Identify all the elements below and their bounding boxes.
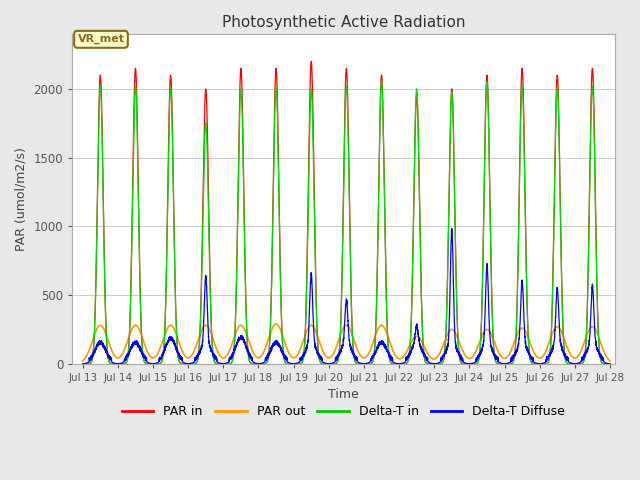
Y-axis label: PAR (umol/m2/s): PAR (umol/m2/s) <box>15 147 28 251</box>
Title: Photosynthetic Active Radiation: Photosynthetic Active Radiation <box>222 15 465 30</box>
X-axis label: Time: Time <box>328 388 359 401</box>
Legend: PAR in, PAR out, Delta-T in, Delta-T Diffuse: PAR in, PAR out, Delta-T in, Delta-T Dif… <box>117 400 570 423</box>
Text: VR_met: VR_met <box>77 34 125 45</box>
